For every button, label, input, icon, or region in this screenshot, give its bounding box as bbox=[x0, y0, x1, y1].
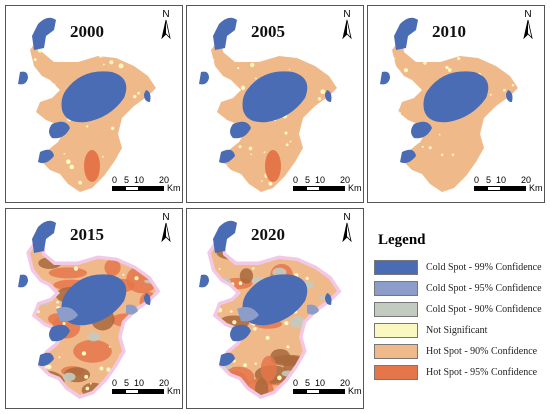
cold-spot-area bbox=[38, 352, 54, 367]
cold-spot-area bbox=[213, 220, 237, 253]
legend-item: Cold Spot - 99% Confidence bbox=[374, 257, 544, 278]
legend-item: Cold Spot - 95% Confidence bbox=[374, 278, 544, 299]
cold-spot-area bbox=[144, 90, 151, 102]
legend-title: Legend bbox=[378, 232, 426, 248]
cold-spot-area bbox=[219, 352, 235, 367]
cold-spot-area bbox=[219, 149, 235, 164]
north-arrow-icon: N bbox=[158, 10, 174, 40]
cold-spot-area bbox=[49, 324, 70, 342]
map-panel-2020: 2020 N 0 5 10 20 Km bbox=[186, 208, 364, 409]
cold-spot-area bbox=[242, 71, 308, 123]
cold-spot-area bbox=[38, 149, 54, 164]
legend-swatch bbox=[374, 365, 418, 380]
cold-spot-area bbox=[32, 17, 56, 50]
cold-spot-area bbox=[325, 90, 332, 102]
cold-spot-area bbox=[394, 17, 418, 50]
legend-item: Cold Spot - 90% Confidence bbox=[374, 299, 544, 320]
cold-spot-area bbox=[213, 17, 237, 50]
scale-bar: 0 5 10 20 Km bbox=[293, 378, 362, 396]
hotspot-map bbox=[199, 220, 342, 399]
cold-spot-area bbox=[61, 71, 127, 123]
north-arrow-icon: N bbox=[339, 10, 355, 40]
cold-spot-area bbox=[144, 293, 151, 305]
legend-item: Hot Spot - 90% Confidence bbox=[374, 341, 544, 362]
year-label: 2000 bbox=[70, 22, 104, 41]
cold-spot-area bbox=[18, 274, 28, 288]
legend-swatch bbox=[374, 281, 418, 296]
cold-spot-area bbox=[199, 71, 209, 85]
map-panel-2010: 2010 N 0 5 10 20 Km bbox=[367, 5, 545, 203]
cold-spot-area bbox=[18, 71, 28, 85]
legend-swatch bbox=[374, 344, 418, 359]
scale-bar: 0 5 10 20 Km bbox=[112, 175, 181, 193]
north-arrow-icon: N bbox=[339, 213, 355, 243]
legend-swatch bbox=[374, 260, 418, 275]
scale-bar: 0 5 10 20 Km bbox=[474, 175, 543, 193]
map-panel-2000: 2000 N 0 5 10 20 Km bbox=[5, 5, 183, 203]
cold-spot-area bbox=[32, 220, 56, 253]
cold-spot-area bbox=[380, 71, 390, 85]
north-arrow-icon: N bbox=[158, 213, 174, 243]
north-arrow-icon: N bbox=[520, 10, 536, 40]
hot-spot-area bbox=[84, 150, 100, 182]
cold-spot-area bbox=[61, 274, 127, 326]
year-label: 2015 bbox=[70, 225, 104, 244]
scale-bar: 0 5 10 20 Km bbox=[293, 175, 362, 193]
legend-item: Hot Spot - 95% Confidence bbox=[374, 362, 544, 383]
cold-spot-area bbox=[325, 293, 332, 305]
cold-spot-area bbox=[411, 121, 432, 139]
hotspot-map bbox=[199, 17, 337, 192]
cold-spot-area bbox=[423, 71, 489, 123]
cold-spot-area bbox=[49, 121, 70, 139]
cold-spot-area bbox=[230, 121, 251, 139]
hotspot-map bbox=[18, 220, 161, 399]
legend-swatch bbox=[374, 302, 418, 317]
hotspot-map bbox=[380, 17, 518, 192]
year-label: 2020 bbox=[251, 225, 285, 244]
cold-spot-area bbox=[230, 324, 251, 342]
hot-spot-area bbox=[265, 150, 281, 182]
year-label: 2005 bbox=[251, 22, 285, 41]
scale-bar: 0 5 10 20 Km bbox=[112, 378, 181, 396]
map-panel-2005: 2005 N 0 5 10 20 Km bbox=[186, 5, 364, 203]
hotspot-map bbox=[18, 17, 156, 192]
map-legend: Legend Cold Spot - 99% Confidence Cold S… bbox=[374, 232, 544, 380]
cold-spot-area bbox=[506, 90, 513, 102]
legend-swatch bbox=[374, 323, 418, 338]
cold-spot-area bbox=[400, 149, 416, 164]
legend-item: Not Significant bbox=[374, 320, 544, 341]
cold-spot-area bbox=[242, 274, 308, 326]
map-panel-2015: 2015 N 0 5 10 20 Km bbox=[5, 208, 183, 409]
cold-spot-area bbox=[199, 274, 209, 288]
year-label: 2010 bbox=[432, 22, 466, 41]
